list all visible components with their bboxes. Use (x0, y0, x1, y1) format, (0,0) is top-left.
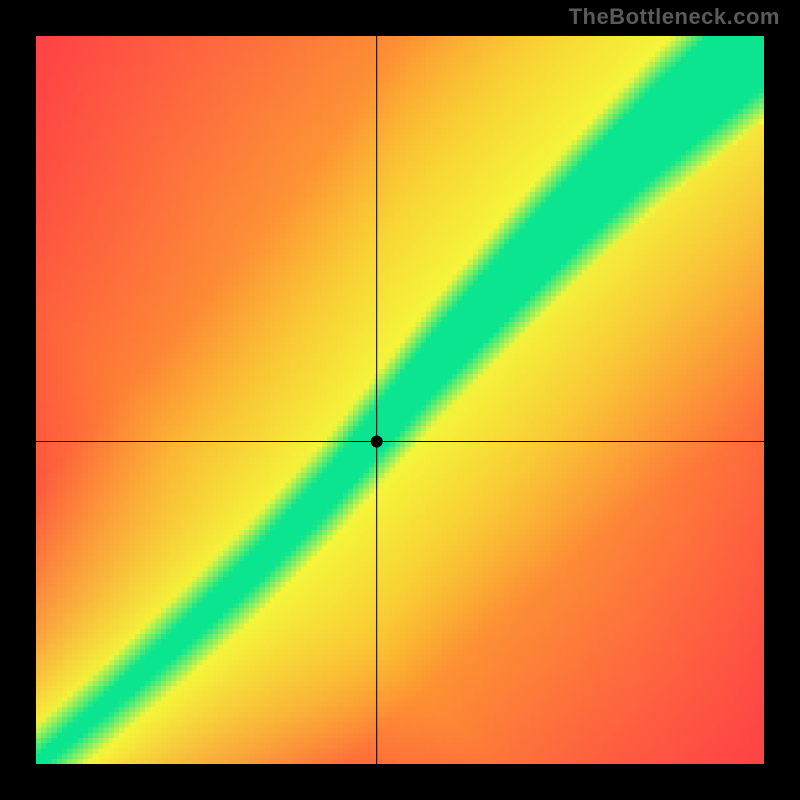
bottleneck-heatmap (36, 36, 764, 764)
chart-container: TheBottleneck.com (0, 0, 800, 800)
watermark-text: TheBottleneck.com (569, 4, 780, 30)
